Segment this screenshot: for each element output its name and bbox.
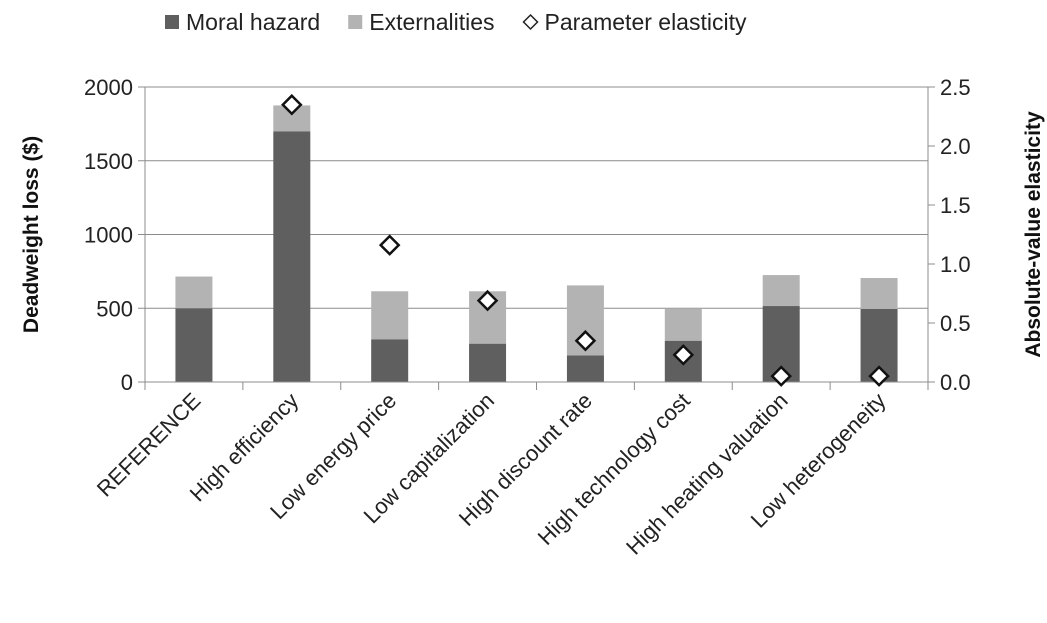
legend-label: Parameter elasticity xyxy=(545,9,747,35)
bar-externalities xyxy=(664,308,702,341)
left-tick-label: 1500 xyxy=(84,149,133,174)
right-tick-label: 0.0 xyxy=(940,370,971,395)
right-tick-label: 2.5 xyxy=(940,75,971,100)
elasticity-diamond xyxy=(281,93,303,116)
bar-moral-hazard xyxy=(566,355,604,382)
legend-diamond-icon xyxy=(522,13,539,31)
bar-moral-hazard xyxy=(175,308,213,382)
legend-label: Moral hazard xyxy=(186,9,320,35)
elasticity-diamond xyxy=(672,344,695,366)
bar-moral-hazard xyxy=(273,131,311,382)
axes xyxy=(138,86,935,390)
bar-moral-hazard xyxy=(469,343,507,382)
elasticity-diamond xyxy=(770,365,792,387)
right-tick-label: 1.0 xyxy=(940,252,971,277)
elasticity-diamond xyxy=(574,329,597,352)
right-tick-label: 2.0 xyxy=(940,134,971,159)
left-tick-label: 0 xyxy=(121,370,133,395)
gridlines xyxy=(145,86,928,309)
bars xyxy=(175,105,898,382)
legend-swatch-moral-hazard xyxy=(165,15,179,29)
category-label: High heating valuation xyxy=(621,388,793,560)
legend: Moral hazard Externalities Parameter elast… xyxy=(165,9,747,35)
bar-externalities xyxy=(762,275,800,307)
y-axis-title: Deadweight loss ($) xyxy=(20,136,43,333)
left-tick-label: 1000 xyxy=(84,223,133,248)
y-axis-right-title: Absolute-value elasticity xyxy=(1022,111,1045,358)
elasticity-diamond xyxy=(476,289,499,312)
left-tick-label: 2000 xyxy=(84,75,133,100)
legend-swatch-externalities xyxy=(348,15,363,29)
elasticity-markers xyxy=(281,93,890,387)
right-tick-label: 1.5 xyxy=(940,193,971,218)
bar-moral-hazard xyxy=(371,339,409,382)
legend-label: Externalities xyxy=(369,9,494,35)
bar-externalities xyxy=(371,291,409,340)
elasticity-diamond xyxy=(868,365,890,387)
elasticity-diamond xyxy=(378,234,401,256)
right-tick-label: 0.5 xyxy=(940,311,971,336)
bar-externalities xyxy=(175,276,213,309)
bar-externalities xyxy=(860,278,898,309)
left-tick-label: 500 xyxy=(96,296,133,321)
